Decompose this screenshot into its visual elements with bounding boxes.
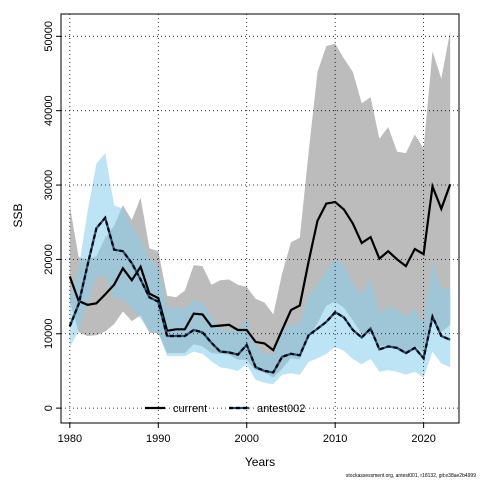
x-axis: 1980 1990 2000 2010 2020 [58,423,436,445]
legend-label-current: current [173,403,207,415]
x-axis-title: Years [245,455,275,469]
x-tick-label: 1990 [146,433,170,445]
y-axis: 0 10000 20000 30000 40000 50000 [43,21,61,411]
legend: current antest002 [145,403,305,415]
series-lines [68,182,452,374]
y-tick-label: 0 [43,405,55,411]
confidence-bands [69,31,451,385]
legend-label-antest002: antest002 [257,403,305,415]
y-tick-label: 30000 [43,170,55,201]
x-tick-label: 2010 [323,433,347,445]
footnote: stockassessment.org, antest001, r18132, … [346,473,476,479]
y-tick-label: 40000 [43,95,55,126]
y-tick-label: 50000 [43,21,55,52]
x-tick-label: 2020 [411,433,435,445]
y-tick-label: 10000 [43,318,55,349]
y-axis-title: SSB [11,203,25,227]
x-tick-label: 1980 [58,433,82,445]
plot-frame [60,13,460,424]
line-current [68,182,452,352]
line-antest002-dash [68,215,451,374]
y-tick-label: 20000 [43,244,55,275]
x-tick-label: 2000 [234,433,258,445]
